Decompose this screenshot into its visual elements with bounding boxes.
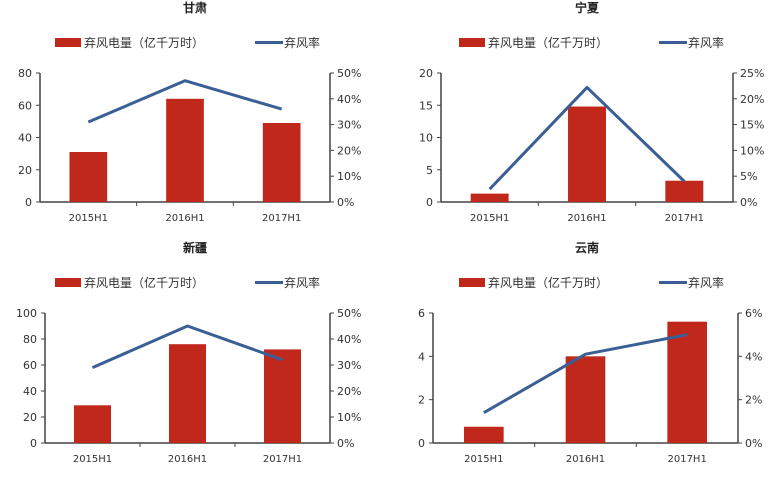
y-tick-label: 0 bbox=[30, 437, 37, 450]
y2-tick-label: 0% bbox=[337, 196, 354, 209]
x-tick-label: 2017H1 bbox=[667, 454, 706, 465]
y2-tick-label: 20% bbox=[337, 385, 361, 398]
legend-label-bar: 弃风电量（亿千万时） bbox=[488, 35, 608, 50]
x-tick-label: 2016H1 bbox=[165, 213, 204, 224]
chart-title: 甘肃 bbox=[183, 0, 207, 15]
y2-tick-label: 2% bbox=[745, 394, 762, 407]
y-tick-label: 20 bbox=[419, 67, 433, 80]
legend-swatch-bar bbox=[459, 38, 485, 47]
y2-tick-label: 4% bbox=[745, 350, 762, 363]
y2-tick-label: 5% bbox=[740, 170, 757, 183]
legend-label-line: 弃风率 bbox=[688, 275, 724, 290]
y-tick-label: 0 bbox=[426, 196, 433, 209]
y-tick-label: 80 bbox=[23, 333, 37, 346]
bar-2016H1 bbox=[568, 107, 606, 202]
y-tick-label: 6 bbox=[418, 307, 425, 320]
x-tick-label: 2017H1 bbox=[665, 213, 704, 224]
bar-2016H1 bbox=[566, 356, 606, 443]
bar-2017H1 bbox=[264, 349, 301, 443]
legend-label-bar: 弃风电量（亿千万时） bbox=[84, 35, 204, 50]
y2-tick-label: 0% bbox=[740, 196, 757, 209]
y-tick-label: 4 bbox=[418, 350, 425, 363]
x-tick-label: 2017H1 bbox=[263, 454, 302, 465]
y2-tick-label: 15% bbox=[740, 119, 764, 132]
y2-tick-label: 10% bbox=[337, 411, 361, 424]
legend-label-line: 弃风率 bbox=[284, 35, 320, 50]
bar-2015H1 bbox=[471, 194, 509, 202]
y-tick-label: 20 bbox=[18, 164, 32, 177]
y2-tick-label: 0% bbox=[745, 437, 762, 450]
y-tick-label: 10 bbox=[419, 132, 433, 145]
y2-tick-label: 30% bbox=[337, 359, 361, 372]
y-tick-label: 15 bbox=[419, 99, 433, 112]
y2-tick-label: 30% bbox=[337, 119, 361, 132]
bar-2015H1 bbox=[74, 405, 111, 443]
y-tick-label: 40 bbox=[23, 385, 37, 398]
y-tick-label: 0 bbox=[25, 196, 32, 209]
bar-2017H1 bbox=[667, 322, 707, 443]
y2-tick-label: 10% bbox=[740, 144, 764, 157]
y2-tick-label: 20% bbox=[740, 93, 764, 106]
legend-swatch-bar bbox=[55, 278, 81, 287]
x-tick-label: 2015H1 bbox=[464, 454, 503, 465]
y-tick-label: 0 bbox=[418, 437, 425, 450]
y2-tick-label: 40% bbox=[337, 93, 361, 106]
chart-title: 宁夏 bbox=[575, 0, 600, 15]
x-tick-label: 2016H1 bbox=[566, 454, 605, 465]
bar-2015H1 bbox=[69, 152, 107, 202]
x-tick-label: 2016H1 bbox=[567, 213, 606, 224]
y-tick-label: 20 bbox=[23, 411, 37, 424]
legend-label-bar: 弃风电量（亿千万时） bbox=[488, 275, 608, 290]
y-tick-label: 60 bbox=[18, 99, 32, 112]
y-tick-label: 100 bbox=[16, 307, 37, 320]
y-tick-label: 5 bbox=[426, 164, 433, 177]
x-tick-label: 2015H1 bbox=[69, 213, 108, 224]
y2-tick-label: 40% bbox=[337, 333, 361, 346]
y2-tick-label: 0% bbox=[337, 437, 354, 450]
x-tick-label: 2015H1 bbox=[73, 454, 112, 465]
y2-tick-label: 10% bbox=[337, 170, 361, 183]
legend-label-line: 弃风率 bbox=[284, 275, 320, 290]
y-tick-label: 40 bbox=[18, 132, 32, 145]
x-tick-label: 2017H1 bbox=[262, 213, 301, 224]
y2-tick-label: 50% bbox=[337, 307, 361, 320]
y-tick-label: 2 bbox=[418, 394, 425, 407]
bar-2016H1 bbox=[166, 99, 204, 202]
y-tick-label: 80 bbox=[18, 67, 32, 80]
legend-label-line: 弃风率 bbox=[688, 35, 724, 50]
bar-2017H1 bbox=[263, 123, 301, 202]
y-tick-label: 60 bbox=[23, 359, 37, 372]
legend-swatch-bar bbox=[55, 38, 81, 47]
y2-tick-label: 25% bbox=[740, 67, 764, 80]
x-tick-label: 2015H1 bbox=[470, 213, 509, 224]
legend-swatch-bar bbox=[459, 278, 485, 287]
y2-tick-label: 6% bbox=[745, 307, 762, 320]
chart-title: 云南 bbox=[575, 240, 599, 255]
y2-tick-label: 50% bbox=[337, 67, 361, 80]
x-tick-label: 2016H1 bbox=[168, 454, 207, 465]
bar-2015H1 bbox=[464, 427, 504, 443]
y2-tick-label: 20% bbox=[337, 144, 361, 157]
bar-2016H1 bbox=[169, 344, 206, 443]
bar-2017H1 bbox=[665, 181, 703, 202]
legend-label-bar: 弃风电量（亿千万时） bbox=[84, 275, 204, 290]
chart-title: 新疆 bbox=[183, 240, 207, 255]
